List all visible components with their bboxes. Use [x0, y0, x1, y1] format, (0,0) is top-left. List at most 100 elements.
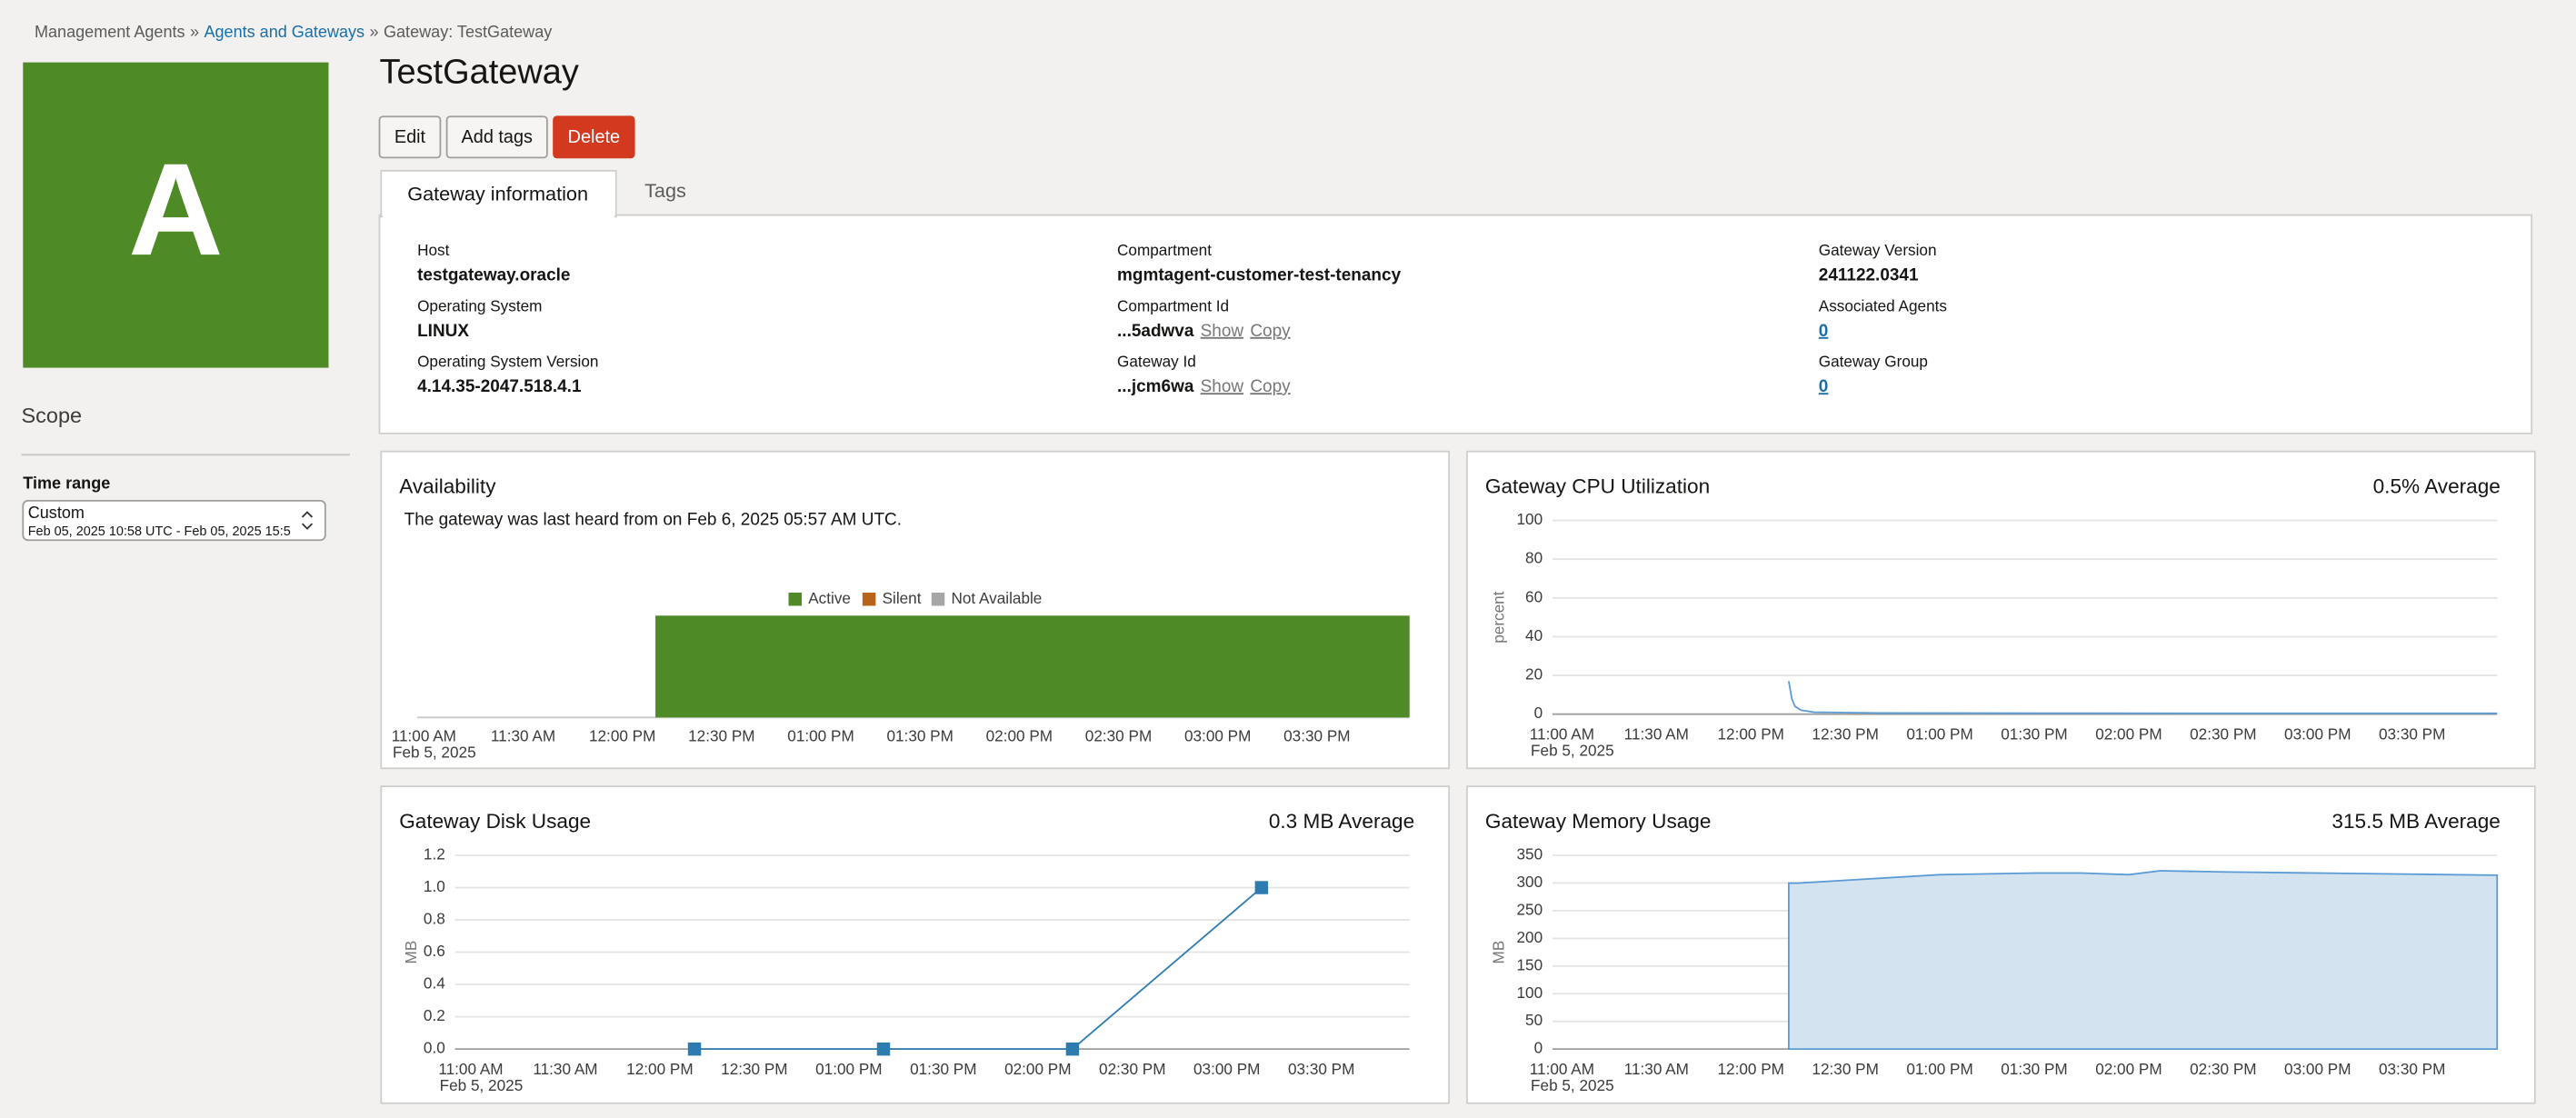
x-tick-label: 12:30 PM: [1812, 725, 1878, 744]
field-label: Gateway Id: [1117, 353, 1196, 371]
field-label: Associated Agents: [1819, 296, 1947, 314]
x-tick-label: 03:00 PM: [1193, 1060, 1260, 1078]
chart-title: Gateway Memory Usage: [1485, 810, 1712, 833]
field-value: 241122.0341: [1819, 265, 1919, 284]
y-tick-label: 1.2: [424, 845, 445, 863]
field-text: testgateway.oracle: [417, 265, 570, 284]
marker: [1065, 1042, 1080, 1056]
x-tick-label: 01:00 PM: [787, 727, 854, 745]
x-tick-label: 02:30 PM: [1099, 1060, 1165, 1078]
breadcrumb-item[interactable]: Management Agents: [35, 23, 185, 41]
field-label: Compartment Id: [1117, 296, 1229, 314]
button-label[interactable]: Delete: [568, 127, 620, 147]
tab-active-bg[interactable]: [380, 169, 617, 218]
marker: [687, 1042, 702, 1056]
y-tick-label: 80: [1525, 549, 1543, 567]
y-tick-label: 0: [1534, 704, 1543, 722]
y-tick-label: 350: [1517, 845, 1543, 863]
x-tick-label: 11:30 AM: [533, 1060, 597, 1078]
button[interactable]: [553, 115, 635, 159]
x-tick-label: 12:30 PM: [1812, 1060, 1878, 1078]
chart-note: The gateway was last heard from on Feb 6…: [404, 511, 902, 530]
field-label: Gateway Version: [1819, 241, 1937, 259]
field-text: LINUX: [417, 322, 469, 341]
legend-label: Not Available: [951, 589, 1042, 607]
y-tick-label: 250: [1517, 900, 1543, 918]
x-tick-label: 03:00 PM: [1184, 727, 1251, 745]
legend-swatch: [788, 593, 803, 606]
field-text: 241122.0341: [1819, 265, 1919, 284]
field-value: ...5adwva Show Copy: [1117, 322, 1291, 341]
y-axis-title: MB: [1490, 941, 1508, 964]
y-tick-label: 0: [1534, 1039, 1543, 1057]
button-label[interactable]: Add tags: [462, 127, 533, 147]
x-tick-label: 01:00 PM: [1906, 1060, 1972, 1078]
x-tick-label: 03:30 PM: [1283, 727, 1350, 745]
time-range-value[interactable]: Custom: [28, 504, 85, 522]
line: [1788, 681, 2498, 714]
button[interactable]: [378, 115, 442, 159]
availability-bar: [655, 615, 1410, 718]
y-tick-label: 0.4: [424, 974, 445, 993]
tab[interactable]: Tags: [644, 179, 686, 202]
breadcrumb-item[interactable]: Agents and Gateways: [204, 23, 364, 41]
y-tick-label: 60: [1525, 587, 1543, 605]
chart-title: Availability: [399, 474, 496, 497]
field-action[interactable]: Copy: [1250, 322, 1291, 341]
x-tick-label: 02:30 PM: [2190, 725, 2256, 744]
field-action[interactable]: Copy: [1250, 377, 1291, 396]
time-range-clip: Feb 05, 2025 10:58 UTC - Feb 05, 2025 15…: [28, 524, 291, 539]
chart-panel: [1466, 450, 2536, 770]
x-tick-label: 02:30 PM: [1085, 727, 1152, 745]
button[interactable]: [445, 115, 548, 159]
time-range-select[interactable]: [22, 499, 326, 542]
x-tick-sublabel: Feb 5, 2025: [1531, 1076, 1614, 1094]
x-tick-label: 11:00 AM: [438, 1060, 503, 1078]
marker: [1254, 881, 1269, 894]
field-value: mgmtagent-customer-test-tenancy: [1117, 265, 1402, 284]
tab[interactable]: Gateway information: [407, 183, 588, 205]
line: [694, 886, 1263, 1051]
x-tick-label: 01:30 PM: [2001, 725, 2067, 744]
x-tick-label: 02:00 PM: [2095, 1060, 2162, 1078]
legend-label: Active: [808, 589, 851, 607]
x-tick-label: 03:00 PM: [2284, 1060, 2351, 1078]
x-tick-label: 01:30 PM: [886, 727, 953, 745]
time-range-detail[interactable]: Feb 05, 2025 10:58 UTC - Feb 05, 2025 15…: [28, 524, 291, 539]
x-tick-label: 11:30 AM: [1624, 725, 1689, 744]
y-axis-title: percent: [1490, 591, 1508, 643]
y-axis-title: MB: [402, 941, 420, 964]
time-range-label: Time range: [23, 474, 110, 493]
field-action[interactable]: Show: [1201, 377, 1244, 396]
button-label[interactable]: Edit: [394, 127, 426, 147]
x-tick-label: 11:30 AM: [491, 727, 555, 745]
field-text: mgmtagent-customer-test-tenancy: [1117, 265, 1402, 284]
field-label: Operating System: [417, 296, 542, 314]
x-tick-label: 02:00 PM: [2095, 725, 2162, 744]
x-tick-label: 11:00 AM: [1530, 725, 1594, 744]
chart-summary: 0.3 MB Average: [1269, 810, 1414, 833]
y-tick-label: 100: [1517, 983, 1543, 1002]
field-value: 4.14.35-2047.518.4.1: [417, 377, 582, 396]
page-title: TestGateway: [380, 53, 579, 91]
field-action[interactable]: Show: [1201, 322, 1244, 341]
chart-title: Gateway Disk Usage: [399, 810, 591, 833]
x-tick-label: 03:30 PM: [1288, 1060, 1354, 1078]
x-tick-label: 11:00 AM: [392, 727, 456, 745]
x-tick-label: 02:30 PM: [2190, 1060, 2256, 1078]
y-tick-label: 0.6: [424, 942, 445, 960]
y-tick-label: 0.8: [424, 910, 445, 928]
x-tick-label: 12:30 PM: [688, 727, 754, 745]
avatar: [23, 62, 329, 368]
field-link[interactable]: 0: [1819, 377, 1829, 396]
breadcrumb-item: Gateway: TestGateway: [384, 23, 552, 41]
field-link[interactable]: 0: [1819, 322, 1829, 341]
y-tick-label: 50: [1525, 1011, 1543, 1029]
legend-label: Silent: [883, 589, 922, 607]
x-tick-sublabel: Feb 5, 2025: [393, 744, 476, 762]
breadcrumb: Management Agents » Agents and Gateways » Ga…: [35, 23, 552, 41]
field-text: 4.14.35-2047.518.4.1: [417, 377, 582, 396]
chart-summary: 0.5% Average: [2373, 474, 2501, 497]
field-label: Gateway Group: [1819, 353, 1928, 371]
